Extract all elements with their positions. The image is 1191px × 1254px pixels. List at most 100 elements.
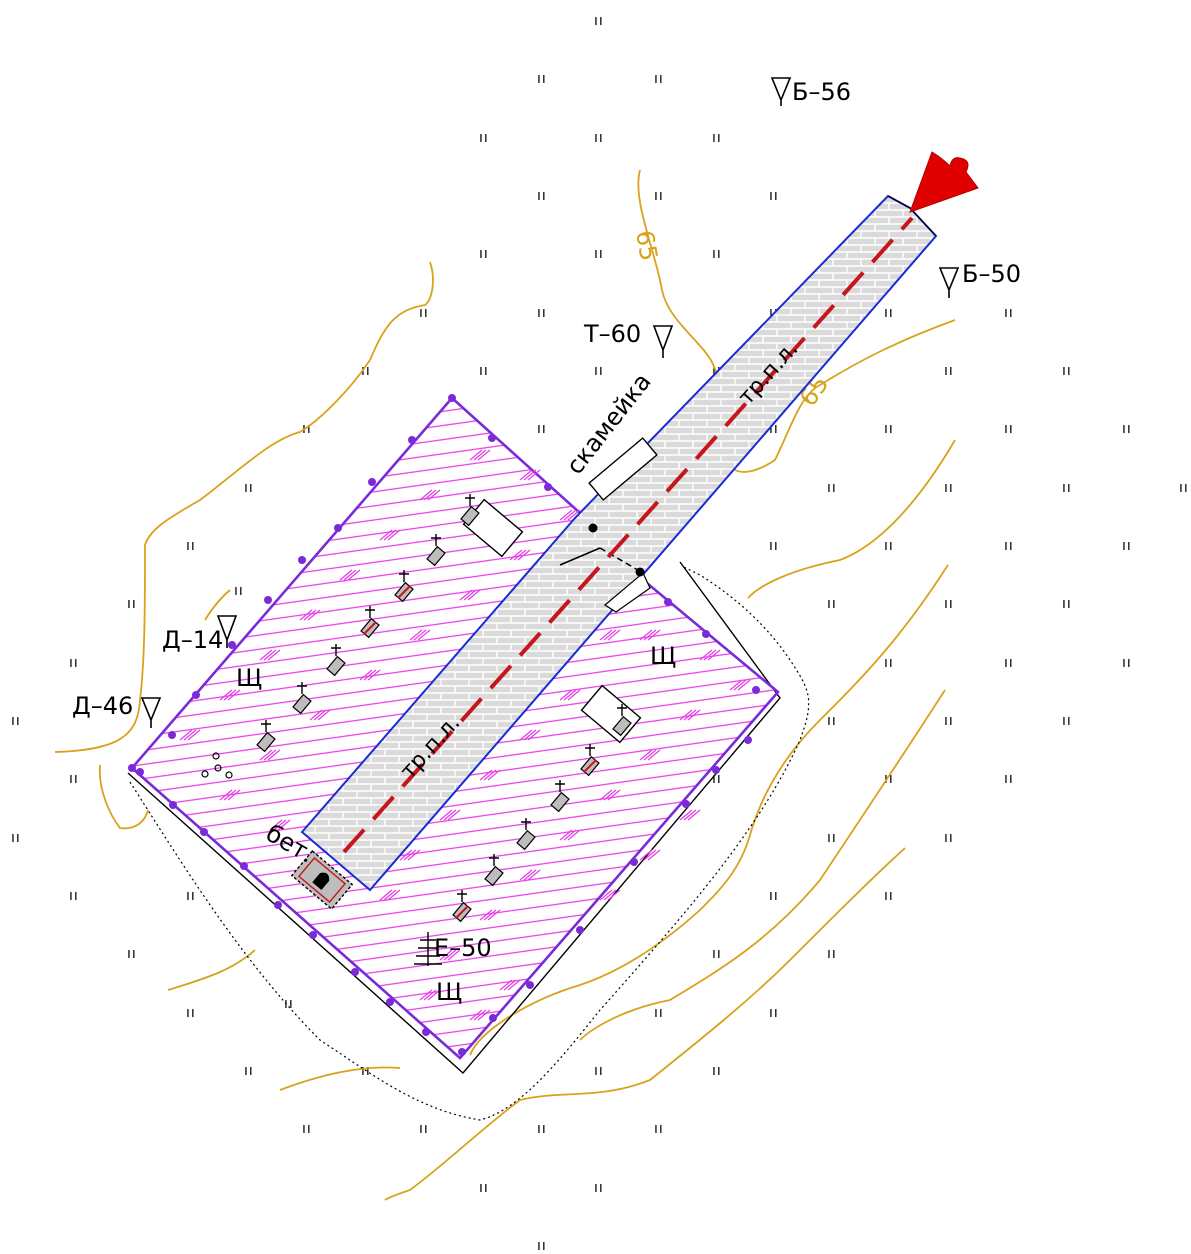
hatch-mark [599,789,613,801]
grass-symbol: ıı [884,655,894,671]
grass-symbol: ıı [944,480,954,496]
grass-symbol: ıı [654,188,664,204]
deciduous-tree-icon [938,267,960,298]
grass-symbol: ıı [537,1238,547,1254]
hatch-mark [467,589,481,601]
grass-symbol: ıı [769,538,779,554]
hatch-mark [523,729,537,741]
grass-symbol: ıı [1122,538,1132,554]
hatch-mark [343,569,357,581]
grass-symbol: ıı [594,13,604,29]
hatch-mark [443,949,457,961]
grave [426,534,446,567]
coniferous-tree-icon [414,932,442,966]
hatch-mark [359,669,373,681]
hatch-mark [599,889,613,901]
hatch-mark [387,889,401,901]
hatch-mark [223,789,237,801]
grass-symbol: ıı [827,946,837,962]
tree-t60: Т–60 [583,320,674,358]
hatch-mark [317,709,331,721]
grass-symbol: ıı [186,1005,196,1021]
grass-symbol: ıı [1122,655,1132,671]
hatch-mark [263,649,277,661]
grass-symbol: ıı [1004,538,1014,554]
grass-symbol: ıı [361,1063,371,1079]
stone-circles [201,752,233,779]
hatch-mark [347,569,361,581]
grass-symbol: ıı [479,1180,489,1196]
tree-label: Е–50 [434,934,492,962]
hatch-mark [483,769,497,781]
hatch-mark [259,749,273,761]
hatch-mark [459,589,473,601]
grass-symbol: ıı [769,421,779,437]
hatch-mark [219,789,233,801]
hatch-mark [517,549,531,561]
deciduous-tree-icon [652,325,674,358]
hatch-mark [607,889,621,901]
cross-icon [489,854,499,866]
hatch-mark [427,989,441,1001]
grass-symbol: ıı [537,71,547,87]
grass-symbol: ıı [127,596,137,612]
grass-symbol: ıı [594,130,604,146]
hatch-mark [527,469,541,481]
hatch-mark [499,979,513,991]
grass-symbol: ıı [1004,421,1014,437]
hatch-mark [527,729,541,741]
grass-symbols: ıı ıı ıı ıı ıı ıı ıı ıı ıı ıı ıı ıı ıı ıı ıı ıı ıı ıı ıı ıı… [11,13,1188,1254]
outer-fence [127,561,781,1075]
grass-symbol: ıı [69,655,79,671]
deciduous-tree-icon [140,697,162,728]
grass-symbol: ıı [69,888,79,904]
hatch-mark [313,709,327,721]
hatch-mark [383,529,397,541]
grass-symbol: ıı [712,946,722,962]
grass-symbol: ıı [537,1121,547,1137]
hatch-mark [503,979,517,991]
cross-icon [331,644,341,656]
hatch-mark [523,469,537,481]
grass-symbol: ıı [537,305,547,321]
grass-symbol: ıı [186,538,196,554]
grass-symbol: ıı [712,771,722,787]
hatch-mark [679,809,693,821]
cross-icon [521,818,531,830]
hatch-mark [559,829,573,841]
cross-icon [457,890,467,902]
grass-symbol: ıı [127,946,137,962]
cross-icon [365,606,375,618]
hatch-mark [487,769,501,781]
grass-symbol: ıı [827,713,837,729]
grass-symbol: ıı [944,596,954,612]
hatch-mark [339,569,353,581]
tree-label: Т–60 [583,320,641,348]
grass-symbol: ıı [827,830,837,846]
hatch-mark [563,689,577,701]
hatch-mark [737,679,751,691]
hatch-mark [269,819,283,831]
hatch-mark [427,489,441,501]
hatch-mark [419,489,433,501]
hatch-mark [607,789,621,801]
grass-symbol: ıı [712,1063,722,1079]
hatch-mark [463,589,477,601]
hatch-mark [423,489,437,501]
hatch-mark [507,979,521,991]
grass-symbol: ıı [884,771,894,787]
dotted-boundary [129,565,810,1121]
hatch-mark [277,819,291,831]
grass-symbol: ıı [479,130,489,146]
hatch-mark [413,629,427,641]
grave [612,704,632,737]
cross-icon [261,720,271,732]
grass-symbol: ıı [654,1005,664,1021]
cross-icon [431,534,441,546]
hatch-mark [379,529,393,541]
hatch-mark [567,509,581,521]
hatch-mark [387,529,401,541]
hatch-mark [729,679,743,691]
grave [360,606,380,639]
hatch-mark [469,1009,483,1021]
